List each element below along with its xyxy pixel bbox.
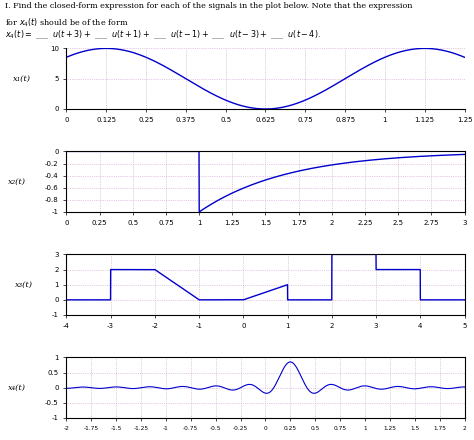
Text: $x_4(t) = $ ___  $u(t+3) +$ ___  $u(t+1) +$ ___  $u(t-1) +$ ___  $u(t-3) +$ ___ : $x_4(t) = $ ___ $u(t+3) +$ ___ $u(t+1) +… <box>5 29 320 41</box>
Y-axis label: x₁(t): x₁(t) <box>13 75 31 83</box>
Text: for $x_4(t)$ should be of the form: for $x_4(t)$ should be of the form <box>5 16 128 29</box>
Y-axis label: x₄(t): x₄(t) <box>9 384 27 392</box>
Y-axis label: x₂(t): x₂(t) <box>8 178 26 186</box>
Y-axis label: x₃(t): x₃(t) <box>15 281 33 289</box>
Text: I. Find the closed-form expression for each of the signals in the plot below. No: I. Find the closed-form expression for e… <box>5 2 412 10</box>
